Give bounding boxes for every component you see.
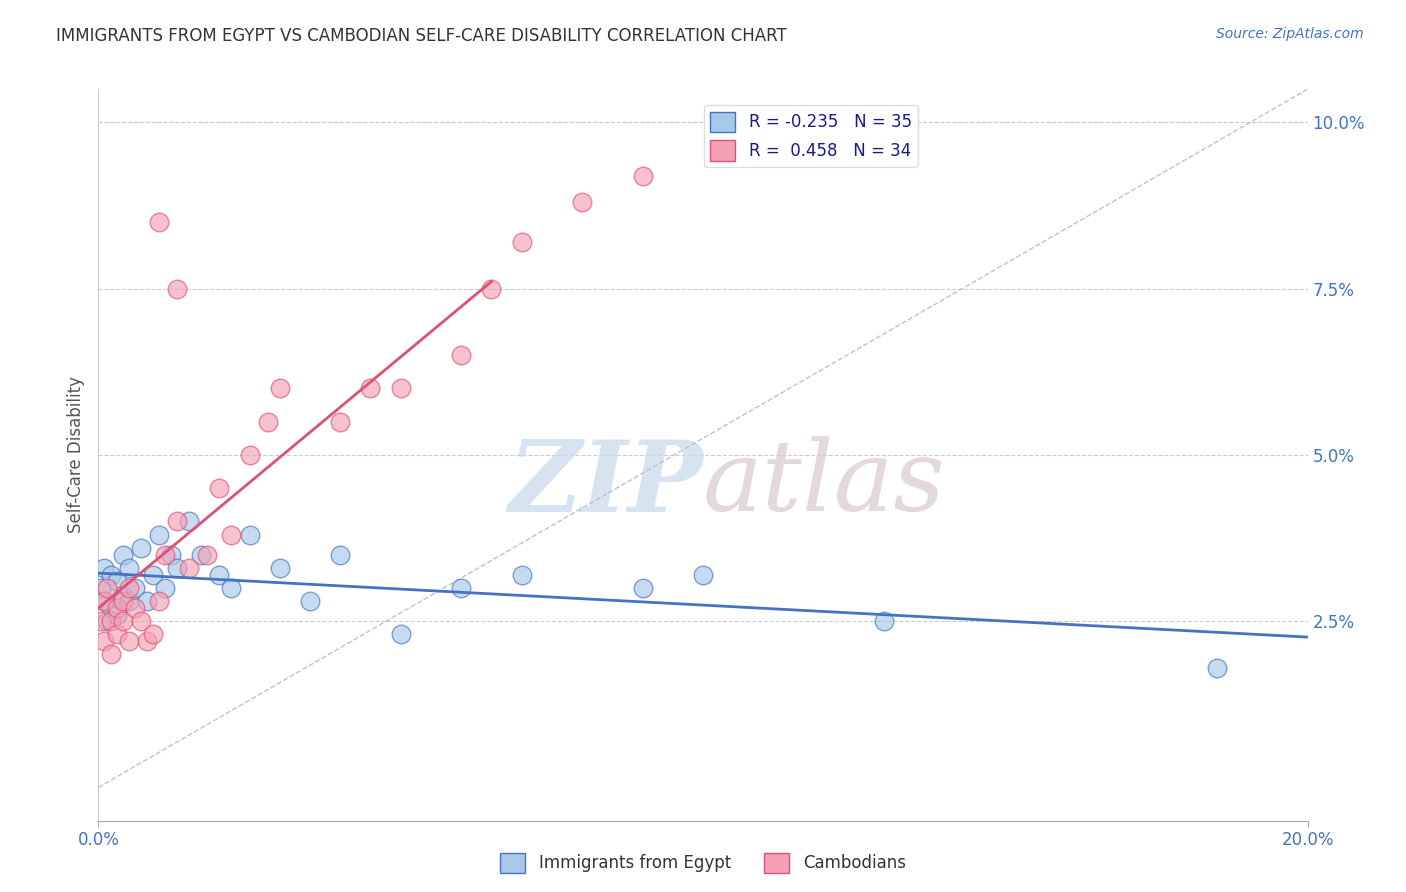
Point (90, 614, 112, 628)
Point (389, 381, 412, 395)
Point (105, 600, 128, 615)
Point (208, 567, 231, 582)
Point (105, 627, 128, 641)
Text: IMMIGRANTS FROM EGYPT VS CAMBODIAN SELF-CARE DISABILITY CORRELATION CHART: IMMIGRANTS FROM EGYPT VS CAMBODIAN SELF-… (56, 27, 787, 45)
Point (90, 581, 112, 595)
Point (329, 548, 352, 562)
Point (148, 594, 170, 608)
Point (510, 567, 533, 582)
Y-axis label: Self-Care Disability: Self-Care Disability (66, 376, 84, 533)
Point (692, 567, 714, 582)
Legend: R = -0.235   N = 35, R =  0.458   N = 34: R = -0.235 N = 35, R = 0.458 N = 34 (703, 105, 918, 167)
Point (510, 235, 533, 249)
Text: ZIP: ZIP (509, 436, 704, 533)
Point (299, 594, 322, 608)
Point (124, 581, 146, 595)
Point (93, 634, 115, 648)
Point (118, 581, 141, 595)
Point (1206, 661, 1229, 675)
Point (208, 481, 231, 495)
Point (135, 634, 157, 648)
Point (179, 561, 201, 575)
Point (96, 581, 118, 595)
Point (631, 581, 654, 595)
Point (96, 614, 118, 628)
Text: atlas: atlas (703, 436, 945, 532)
Point (93, 561, 115, 575)
Legend: Immigrants from Egypt, Cambodians: Immigrants from Egypt, Cambodians (494, 847, 912, 880)
Text: Source: ZipAtlas.com: Source: ZipAtlas.com (1216, 27, 1364, 41)
Point (111, 588, 134, 602)
Point (195, 548, 218, 562)
Point (631, 169, 654, 183)
Point (256, 415, 278, 429)
Point (148, 215, 170, 229)
Point (873, 614, 896, 628)
Point (571, 195, 593, 210)
Point (148, 527, 170, 541)
Point (389, 627, 412, 641)
Point (239, 527, 262, 541)
Point (239, 448, 262, 462)
Point (360, 381, 382, 395)
Point (111, 614, 134, 628)
Point (153, 581, 176, 595)
Point (118, 561, 141, 575)
Point (100, 567, 122, 582)
Point (111, 548, 134, 562)
Point (481, 282, 503, 296)
Point (190, 548, 212, 562)
Point (93, 594, 115, 608)
Point (450, 348, 472, 362)
Point (142, 567, 165, 582)
Point (135, 594, 157, 608)
Point (166, 282, 188, 296)
Point (105, 607, 128, 622)
Point (179, 515, 201, 529)
Point (329, 415, 352, 429)
Point (111, 594, 134, 608)
Point (93, 594, 115, 608)
Point (153, 548, 176, 562)
Point (160, 548, 183, 562)
Point (124, 600, 146, 615)
Point (105, 574, 128, 589)
Point (142, 627, 165, 641)
Point (100, 600, 122, 615)
Point (269, 381, 291, 395)
Point (221, 581, 243, 595)
Point (118, 594, 141, 608)
Point (166, 561, 188, 575)
Point (166, 515, 188, 529)
Point (129, 541, 152, 555)
Point (100, 614, 122, 628)
Point (221, 527, 243, 541)
Point (450, 581, 472, 595)
Point (118, 634, 141, 648)
Point (129, 614, 152, 628)
Point (100, 648, 122, 662)
Point (269, 561, 291, 575)
